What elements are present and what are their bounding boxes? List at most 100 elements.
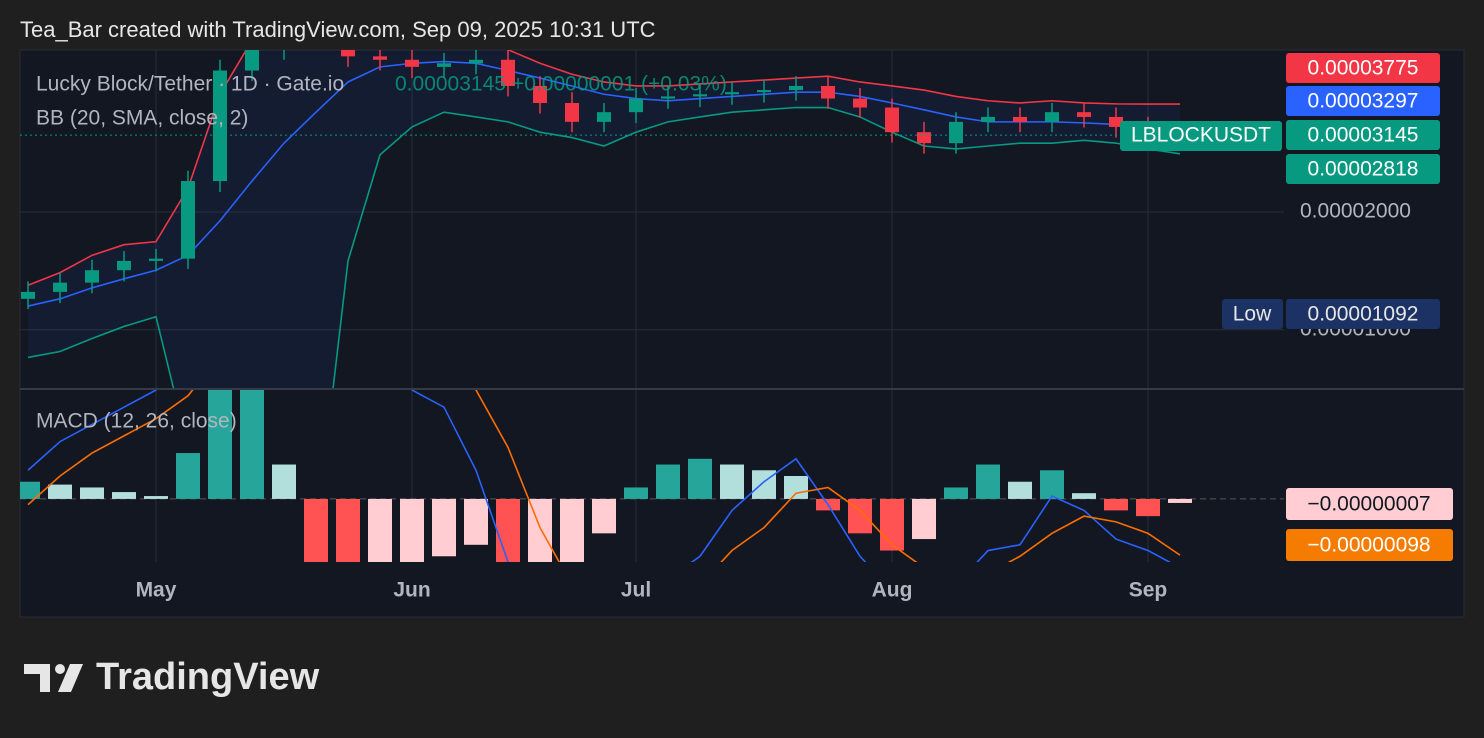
macd-pane xyxy=(20,390,1284,562)
x-tick-label: Sep xyxy=(1129,579,1168,602)
price-tag xyxy=(1286,154,1440,184)
candle-body xyxy=(629,98,643,113)
histogram-bar xyxy=(880,498,904,551)
candle-body xyxy=(213,70,227,182)
candle-body xyxy=(437,63,451,67)
x-tick-label: May xyxy=(136,579,177,602)
candle-body xyxy=(341,50,355,57)
candle-body xyxy=(853,98,867,108)
bb-fill xyxy=(28,50,1180,388)
histogram-bar xyxy=(1104,498,1128,511)
histogram-bar xyxy=(400,498,424,562)
logo-icon xyxy=(55,664,65,674)
price-tag-label: 0.00003775 xyxy=(1308,57,1419,80)
histogram-bar xyxy=(368,498,392,562)
histogram-bar xyxy=(912,498,936,540)
histogram-bar xyxy=(1008,481,1032,499)
macd-tag-label: −0.00000098 xyxy=(1307,534,1430,557)
x-tick-label: Jun xyxy=(393,579,430,602)
low-tag-label: Low xyxy=(1233,303,1272,326)
histogram-bar xyxy=(20,481,40,499)
histogram-bar xyxy=(1168,498,1192,503)
histogram-bar xyxy=(1072,493,1096,499)
candle-body xyxy=(85,270,99,283)
histogram-bar xyxy=(208,390,232,499)
histogram-bar xyxy=(528,498,552,562)
candle-body xyxy=(661,96,675,99)
logo-icon xyxy=(58,664,83,692)
candle-body xyxy=(245,50,259,71)
candle-body xyxy=(821,85,835,99)
histogram-bar xyxy=(496,498,520,562)
logo-text: TradingView xyxy=(96,656,320,698)
macd-tag-label: −0.00000007 xyxy=(1307,493,1430,516)
macd-name: MACD (12, 26, close) xyxy=(36,410,237,433)
candle-body xyxy=(725,92,739,95)
histogram-bar xyxy=(944,487,968,499)
candle-body xyxy=(149,258,163,261)
price-pane xyxy=(20,50,1284,388)
candle-body xyxy=(693,94,707,97)
candle-body xyxy=(981,116,995,122)
bb-line xyxy=(27,106,1181,388)
symbol-tag-label: LBLOCKUSDT xyxy=(1131,124,1271,147)
histogram-bar xyxy=(464,498,488,545)
histogram-bar xyxy=(752,470,776,499)
candle-body xyxy=(53,282,67,292)
price-tag-label: 0.00002818 xyxy=(1308,158,1419,181)
candle-body xyxy=(885,107,899,133)
price-tag xyxy=(1286,53,1440,83)
candle-body xyxy=(117,260,131,271)
candle-body xyxy=(917,132,931,144)
candle-body xyxy=(597,112,611,122)
candle-body xyxy=(533,85,547,103)
price-tag-label: 0.00003297 xyxy=(1308,90,1419,113)
histogram-bar xyxy=(688,458,712,499)
histogram-bar xyxy=(560,498,584,562)
histogram-bar xyxy=(656,464,680,499)
overlay-labels: Lucky Block/Tether · 1D · Gate.io 0.00003… xyxy=(36,73,727,433)
legend-price: 0.00003145 xyxy=(395,73,506,96)
histogram-bar xyxy=(1136,498,1160,517)
candle-body xyxy=(1013,116,1027,122)
price-tag xyxy=(1286,120,1440,150)
histogram-bar xyxy=(432,498,456,557)
histogram-bar xyxy=(80,487,104,499)
y-tick-label: 0.00002000 xyxy=(1300,200,1411,223)
candle-body xyxy=(757,90,771,93)
macd-line xyxy=(27,390,1172,562)
price-tag-label: 0.00003145 xyxy=(1308,124,1419,147)
x-tick-label: Aug xyxy=(872,579,913,602)
logo-icon xyxy=(24,664,50,692)
x-tick-label: Jul xyxy=(621,579,651,602)
low-tag xyxy=(1286,299,1440,329)
histogram-bar xyxy=(48,484,72,499)
header: Tea_Bar created with TradingView.com, Se… xyxy=(20,17,656,42)
candle-body xyxy=(565,102,579,122)
legend-title: Lucky Block/Tether · 1D · Gate.io xyxy=(36,73,344,96)
candle-body xyxy=(373,56,387,60)
macd-tag xyxy=(1286,488,1453,520)
symbol-tag xyxy=(1120,121,1282,151)
histogram-bar xyxy=(176,453,200,499)
histogram-bar xyxy=(112,492,136,499)
low-tag xyxy=(1222,299,1283,329)
candle-body xyxy=(501,59,515,86)
histogram-bar xyxy=(240,390,264,499)
histogram-bar xyxy=(624,487,648,499)
candle-body xyxy=(405,59,419,67)
low-tag-value: 0.00001092 xyxy=(1308,303,1419,326)
candle-body xyxy=(181,181,195,259)
candle-body xyxy=(21,291,35,299)
candle-body xyxy=(1045,112,1059,122)
legend-change: +0.00000001 (+0.03%) xyxy=(512,73,727,96)
histogram-bar xyxy=(336,498,360,562)
overlay-name: BB (20, SMA, close, 2) xyxy=(36,107,248,130)
candle-body xyxy=(1109,116,1123,127)
histogram-bar xyxy=(784,476,808,499)
histogram-bar xyxy=(976,464,1000,499)
macd-tag xyxy=(1286,529,1453,561)
logo: TradingView xyxy=(24,656,320,698)
histogram-bar xyxy=(720,464,744,499)
candle-body xyxy=(1077,112,1091,117)
